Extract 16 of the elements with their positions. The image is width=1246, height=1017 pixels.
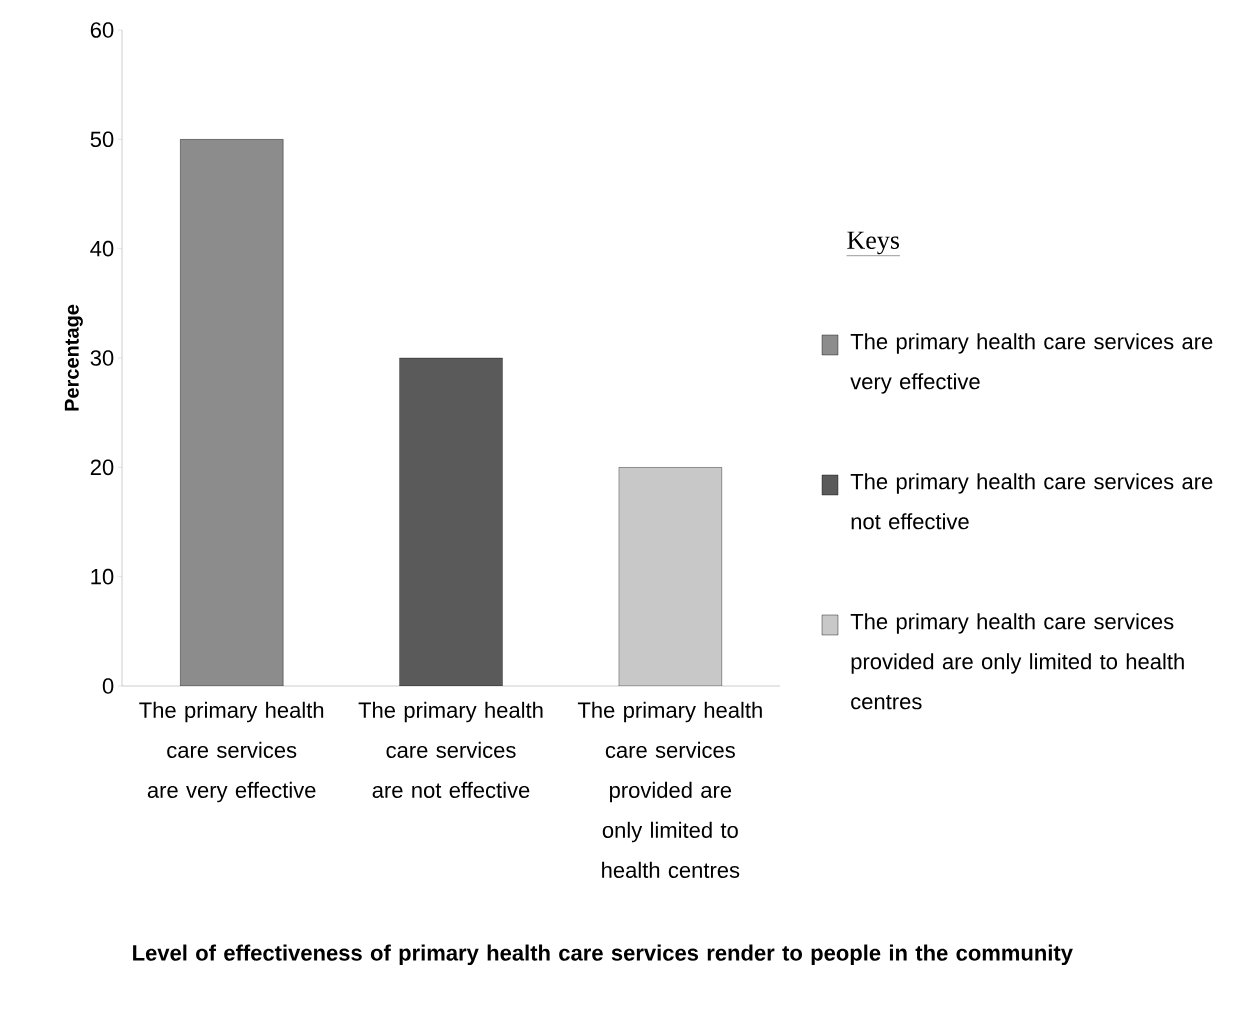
legend-label: The primary health care services are very effective (850, 333, 1213, 394)
legend-label: The primary health care services provided are only limited to health centres (850, 613, 1184, 710)
x-tick-label: The primary health care services are very effective (139, 701, 324, 803)
y-tick-label: 20 (90, 459, 114, 476)
y-tick-label: 30 (90, 350, 114, 366)
y-axis-title: Percentage (64, 304, 83, 411)
x-tick-label: The primary health care services are not effective (358, 701, 543, 798)
y-tick-label: 50 (90, 131, 114, 148)
y-tick-label: 40 (90, 240, 114, 257)
legend-label: The primary health care services are not effective (850, 473, 1213, 530)
y-tick-label: 10 (91, 568, 114, 585)
legend-title: Keys (847, 231, 900, 255)
x-tick-label: The primary health care services provided are only limited to health centres (577, 701, 762, 878)
y-tick-label: 0 (102, 678, 114, 694)
x-axis-title: Level of effectiveness of primary health care services render to people in the community (133, 944, 1073, 966)
y-tick-label: 60 (90, 22, 114, 38)
